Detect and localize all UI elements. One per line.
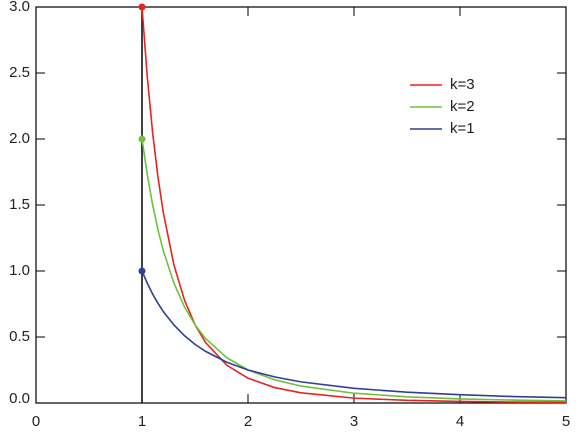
y-tick-label: 0.0: [9, 390, 30, 407]
series-line: [141, 270, 567, 399]
series-line: [141, 138, 567, 402]
y-tick-label: 1.5: [9, 196, 30, 213]
start-point: [138, 3, 146, 11]
x-tick-label: 4: [456, 413, 464, 430]
y-tick-label: 0.5: [9, 328, 30, 345]
x-tick-label: 3: [350, 413, 358, 430]
x-tick-label: 5: [562, 413, 570, 430]
x-tick-label: 0: [32, 413, 40, 430]
x-tick-label: 1: [138, 413, 146, 430]
x-tick-label: 2: [244, 413, 252, 430]
y-tick-label: 2.0: [9, 130, 30, 147]
y-tick-label: 1.0: [9, 262, 30, 279]
start-point: [138, 135, 146, 143]
y-tick-label: 2.5: [9, 64, 30, 81]
start-point: [138, 267, 146, 275]
legend-label: k=2: [450, 98, 475, 115]
plot-frame: [35, 6, 567, 404]
y-tick-label: 3.0: [9, 0, 30, 15]
series-line: [141, 6, 567, 404]
legend-label: k=1: [450, 120, 475, 137]
legend-label: k=3: [450, 76, 475, 93]
